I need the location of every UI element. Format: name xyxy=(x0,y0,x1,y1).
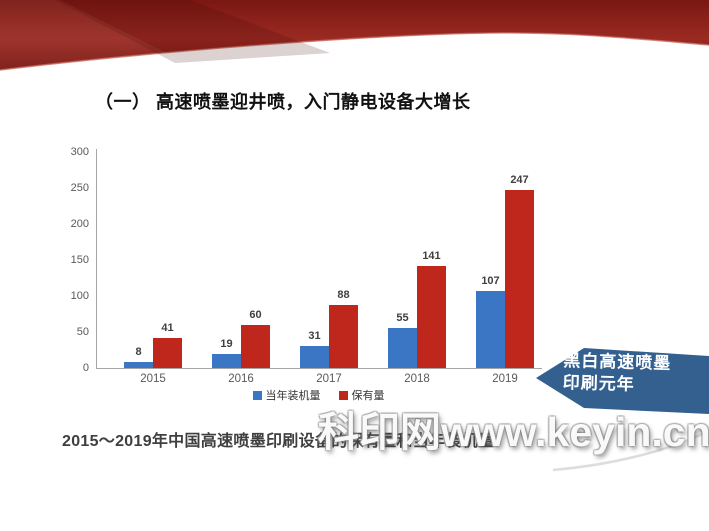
y-tick-label: 150 xyxy=(70,254,89,266)
y-tick-label: 250 xyxy=(70,182,89,194)
watermark: 科印网www.keyin.cn xyxy=(318,409,709,455)
bar-value-label: 8 xyxy=(135,346,142,359)
legend-label: 保有量 xyxy=(351,390,385,402)
ribbon-dark-streak xyxy=(55,0,330,63)
caption: 2015～2019年中国高速喷墨印刷设备的保有量和当年装机量 xyxy=(62,433,495,450)
bar-value-label: 55 xyxy=(396,312,409,325)
legend-item: 保有量 xyxy=(338,387,385,403)
y-tick-label: 200 xyxy=(70,218,89,230)
y-tick-label: 50 xyxy=(76,326,89,338)
bar-value-label: 19 xyxy=(220,338,233,351)
chart-legend: 当年装机量 保有量 xyxy=(97,387,540,403)
x-category-label: 2017 xyxy=(316,373,342,385)
legend-item: 当年装机量 xyxy=(252,387,321,403)
slide-title: （一） 高速喷墨迎井喷，入门静电设备大增长 xyxy=(95,92,471,112)
bar-value-label: 107 xyxy=(481,274,500,287)
y-tick-label: 300 xyxy=(70,146,89,158)
bar-annual-installs-2017 xyxy=(300,345,329,368)
x-axis-line xyxy=(96,368,542,369)
bar-value-label: 41 xyxy=(161,322,174,335)
bar-value-label: 60 xyxy=(249,308,262,321)
bar-holdings-2016 xyxy=(241,324,270,368)
legend-swatch-icon xyxy=(338,390,348,400)
bar-annual-installs-2015 xyxy=(124,362,153,368)
x-category-label: 2016 xyxy=(228,373,254,385)
bar-holdings-2017 xyxy=(329,304,358,368)
x-category-label: 2019 xyxy=(492,373,518,385)
ribbon-light-streak xyxy=(0,0,185,70)
y-axis-line xyxy=(96,149,97,369)
bar-holdings-2015 xyxy=(153,338,182,368)
bar-annual-installs-2018 xyxy=(388,328,417,368)
bar-holdings-2019 xyxy=(505,190,534,368)
bar-annual-installs-2019 xyxy=(476,290,505,368)
bar-value-label: 247 xyxy=(510,174,529,187)
bar-value-label: 141 xyxy=(422,250,441,263)
x-category-label: 2018 xyxy=(404,373,430,385)
top-ribbon-decoration xyxy=(0,0,709,71)
legend-swatch-icon xyxy=(252,390,262,400)
callout-arrow-shape xyxy=(536,348,709,414)
x-category-label: 2015 xyxy=(140,373,166,385)
bar-value-label: 88 xyxy=(337,288,350,301)
y-tick-label: 100 xyxy=(70,290,89,302)
ribbon-shape xyxy=(0,0,709,70)
y-tick-label: 0 xyxy=(82,362,89,374)
bar-holdings-2018 xyxy=(417,266,446,368)
legend-label: 当年装机量 xyxy=(265,390,321,402)
bar-value-label: 31 xyxy=(308,329,321,342)
ribbon-edge-highlight xyxy=(0,32,709,71)
bar-annual-installs-2016 xyxy=(212,354,241,368)
